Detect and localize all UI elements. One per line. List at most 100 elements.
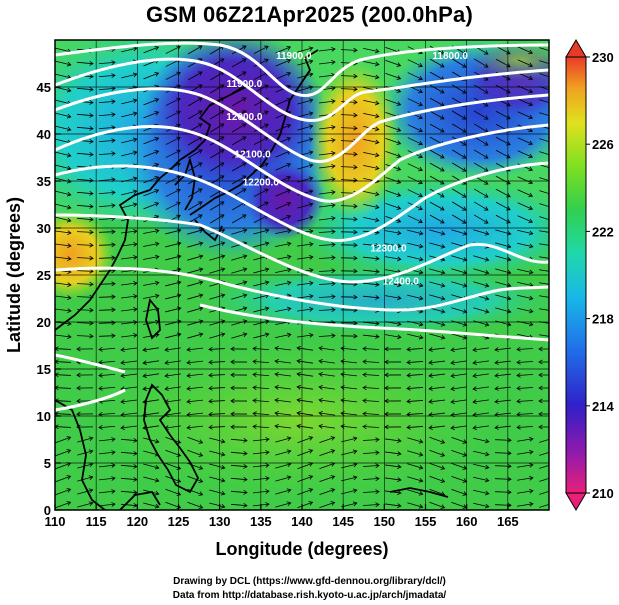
wind-arrow-shaft: [473, 412, 489, 416]
wind-arrow-head: [308, 501, 314, 506]
wind-arrow-head: [450, 360, 455, 366]
wind-arrow-head: [318, 384, 323, 390]
wind-arrow-head: [506, 102, 511, 107]
y-tick-label: 40: [37, 127, 51, 142]
wind-arrow-head: [132, 202, 138, 208]
wind-arrow-head: [243, 451, 248, 456]
wind-arrow-head: [396, 321, 402, 327]
wind-arrow-shaft: [406, 426, 424, 428]
wind-arrow-shaft: [318, 257, 336, 259]
wind-arrow-head: [154, 438, 160, 444]
wind-arrow-shaft: [143, 373, 159, 377]
wind-arrow-head: [286, 254, 292, 260]
wind-arrow-head: [142, 386, 147, 392]
wind-arrow-head: [418, 230, 424, 236]
wind-arrow-head: [286, 123, 292, 129]
wind-arrow-head: [362, 359, 367, 365]
contour-line: [55, 161, 549, 243]
wind-arrow-head: [242, 280, 248, 285]
wind-arrow-head: [154, 189, 160, 194]
wind-arrow-shaft: [494, 465, 512, 467]
colorbar-scale: [565, 56, 587, 494]
wind-arrow-shaft: [319, 475, 335, 483]
wind-arrow-head: [406, 359, 411, 365]
wind-arrow-shaft: [362, 361, 380, 363]
wind-arrow-shaft: [363, 269, 379, 273]
wind-arrow-shaft: [55, 426, 72, 428]
wind-arrow-head: [551, 244, 555, 248]
wind-arrow-shaft: [319, 152, 335, 156]
wind-arrow-head: [308, 124, 314, 130]
wind-arrow-shaft: [121, 425, 137, 429]
wind-arrow-head: [242, 306, 248, 311]
wind-arrow-shaft: [297, 488, 313, 496]
wind-arrow-head: [154, 98, 160, 103]
wind-arrow-head: [219, 123, 225, 128]
wind-arrow-head: [308, 202, 314, 208]
wind-arrow-head: [197, 97, 203, 102]
contour-line: [55, 353, 126, 374]
wind-arrow-shaft: [363, 203, 379, 209]
wind-arrow-head: [265, 502, 270, 507]
wind-arrow-shaft: [76, 126, 94, 130]
wind-arrow-shaft: [517, 202, 533, 210]
wind-arrow-shaft: [407, 294, 423, 300]
wind-arrow-shaft: [451, 502, 467, 508]
wind-arrow-shaft: [362, 491, 380, 493]
wind-arrow-shaft: [517, 503, 533, 507]
wind-arrow-head: [286, 332, 292, 338]
wind-arrow-head: [286, 241, 292, 247]
wind-arrow-shaft: [517, 307, 533, 313]
wind-arrow-head: [89, 191, 94, 196]
wind-arrow-shaft: [209, 437, 225, 443]
wind-arrow-shaft: [340, 153, 358, 155]
wind-arrow-shaft: [451, 412, 467, 416]
wind-arrow-shaft: [187, 436, 203, 444]
wind-arrow-shaft: [187, 71, 203, 81]
wind-arrow-head: [529, 501, 534, 507]
wind-arrow-head: [362, 346, 367, 352]
wind-arrow-head: [154, 176, 160, 181]
wind-arrow-shaft: [319, 386, 335, 390]
wind-arrow-head: [219, 136, 225, 141]
wind-arrow-head: [461, 89, 467, 94]
wind-arrow-head: [274, 411, 279, 416]
wind-arrow-head: [418, 75, 423, 81]
wind-arrow-shaft: [495, 373, 511, 377]
wind-arrow-head: [111, 502, 116, 507]
wind-arrow-shaft: [407, 163, 423, 171]
wind-arrow-shaft: [187, 188, 203, 198]
wind-arrow-head: [396, 243, 402, 249]
wind-arrow-head: [507, 450, 512, 456]
wind-arrow-head: [133, 281, 138, 286]
wind-arrow-shaft: [362, 452, 380, 454]
wind-arrow-head: [111, 489, 116, 494]
wind-arrow-head: [516, 424, 521, 430]
wind-arrow-head: [197, 71, 203, 76]
contour-line: [55, 57, 549, 123]
wind-arrow-head: [484, 490, 490, 496]
wind-arrow-head: [418, 439, 424, 444]
wind-arrow-head: [76, 346, 81, 352]
wind-arrow-head: [528, 230, 534, 236]
wind-arrow-shaft: [55, 86, 71, 92]
wind-arrow-head: [308, 449, 314, 454]
wind-arrow-shaft: [143, 282, 159, 286]
wind-arrow-head: [142, 373, 147, 379]
wind-arrow-shaft: [297, 501, 313, 509]
wind-arrow-head: [164, 373, 169, 379]
wind-arrow-head: [551, 75, 555, 79]
wind-arrow-head: [331, 294, 336, 300]
wind-arrow-head: [428, 386, 433, 391]
wind-arrow-shaft: [275, 255, 291, 261]
wind-arrow-shaft: [275, 373, 291, 377]
wind-arrow-head: [418, 88, 423, 94]
wind-arrow-head: [494, 347, 499, 352]
wind-arrow-head: [198, 452, 204, 457]
wind-arrow-shaft: [231, 84, 247, 94]
wind-arrow-head: [483, 167, 489, 172]
wind-arrow-head: [506, 193, 511, 198]
wind-arrow-head: [484, 503, 490, 509]
wind-arrow-shaft: [516, 361, 534, 363]
wind-arrow-shaft: [539, 269, 549, 272]
